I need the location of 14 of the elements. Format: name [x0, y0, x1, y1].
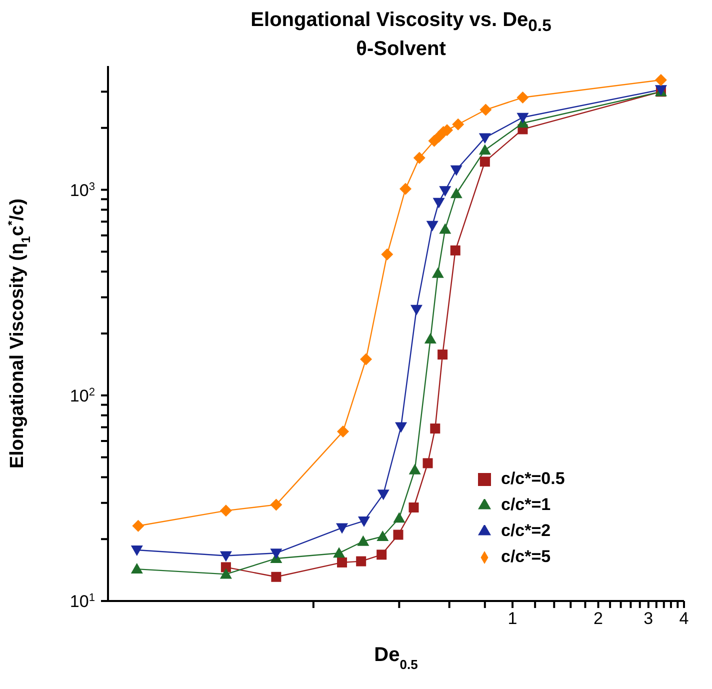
y-tick-label: 10$^{1}$ — [70, 592, 95, 611]
x-tick-label: 2 — [594, 609, 603, 628]
legend-label: c/c*=0.5 — [501, 469, 565, 488]
x-tick-label: 1 — [508, 609, 518, 628]
x-tick-label: 4 — [679, 609, 689, 628]
legend-label: c/c*=5 — [501, 547, 551, 566]
y-tick-label: 10$^{3}$ — [70, 180, 95, 200]
chart-subtitle: θ-Solvent — [355, 38, 447, 61]
x-tick-label: 3 — [644, 609, 654, 628]
legend-label: c/c*=2 — [501, 521, 551, 540]
legend-label: c/c*=1 — [501, 495, 551, 514]
y-tick-label: 10$^{2}$ — [70, 386, 95, 406]
x-axis-title: De$_{0.5}$ — [374, 644, 418, 672]
chart-title: Elongational Viscosity vs. De$_{0.5}$ — [250, 8, 552, 37]
